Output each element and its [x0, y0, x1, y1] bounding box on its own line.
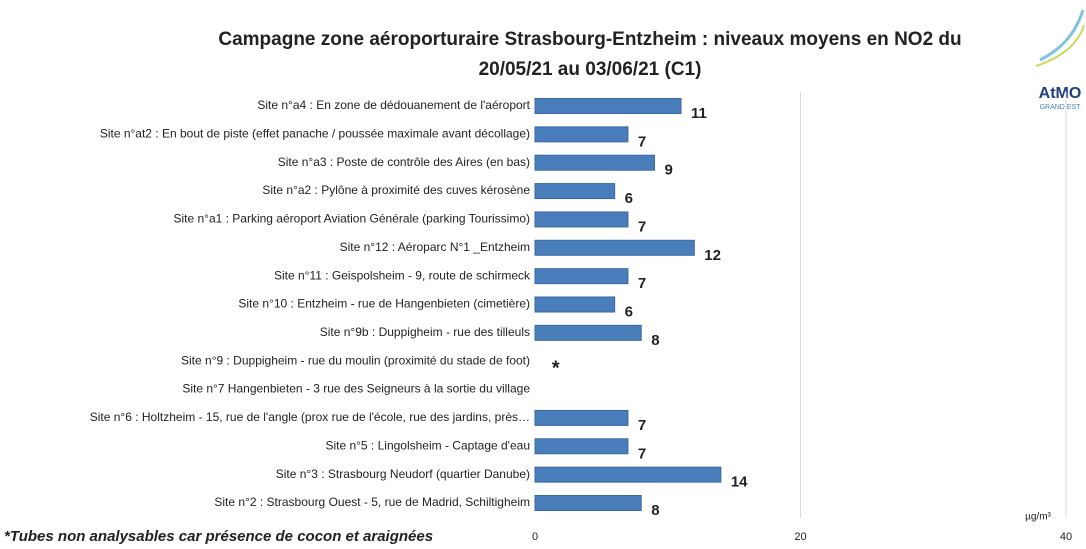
y-tick-label: Site n°10 : Entzheim - rue de Hangenbiet… — [238, 297, 530, 311]
bar — [534, 268, 629, 285]
data-label: 11 — [691, 105, 707, 122]
chart-subtitle: 20/05/21 au 03/06/21 (C1) — [479, 59, 702, 80]
bar — [534, 239, 695, 256]
y-tick-label: Site n°9 : Duppigheim - rue du moulin (p… — [181, 353, 530, 367]
data-label: 7 — [638, 417, 646, 434]
data-label: 12 — [704, 247, 721, 264]
bar — [534, 98, 682, 114]
data-label: * — [551, 357, 560, 379]
bar — [534, 495, 642, 511]
y-tick-label: Site n°a3 : Poste de contrôle des Aires … — [278, 155, 530, 169]
y-tick-label: Site n°12 : Aéroparc N°1 _Entzheim — [340, 240, 530, 254]
data-label: 7 — [638, 133, 646, 150]
data-label: 8 — [651, 332, 659, 349]
bar — [534, 324, 642, 341]
y-tick-label: Site n°a4 : En zone de dédouanement de l… — [257, 98, 530, 112]
data-label: 6 — [625, 190, 633, 207]
unit-label: µg/m³ — [1025, 512, 1051, 523]
data-label: 14 — [731, 474, 748, 491]
y-tick-label: Site n°9b : Duppigheim - rue des tilleul… — [320, 325, 530, 339]
data-label: 9 — [664, 162, 672, 179]
bar — [534, 296, 616, 313]
x-tick-label: 20 — [794, 531, 806, 543]
logo-swoosh — [1035, 24, 1085, 67]
bar — [534, 126, 629, 143]
y-tick-label: Site n°5 : Lingolsheim - Captage d'eau — [325, 438, 530, 452]
data-label: 6 — [625, 303, 633, 320]
y-tick-label: Site n°3 : Strasbourg Neudorf (quartier … — [276, 467, 530, 481]
y-tick-label: Site n°at2 : En bout de piste (effet pan… — [100, 127, 530, 141]
y-tick-label: Site n°6 : Holtzheim - 15, rue de l'angl… — [90, 410, 530, 424]
data-label: 7 — [638, 445, 646, 462]
bar — [534, 183, 616, 200]
data-label: 7 — [638, 275, 646, 292]
x-tick-label: 40 — [1060, 531, 1072, 543]
logo-name: AtMO — [1039, 85, 1082, 102]
y-tick-label: Site n°a2 : Pylône à proximité des cuves… — [262, 183, 530, 197]
y-tick-label: Site n°7 Hangenbieten - 3 rue des Seigne… — [182, 382, 530, 396]
y-tick-label: Site n°11 : Geispolsheim - 9, route de s… — [274, 268, 531, 282]
data-label: 7 — [638, 218, 646, 235]
bar — [534, 438, 629, 455]
y-tick-label: Site n°2 : Strasbourg Ouest - 5, rue de … — [214, 495, 530, 509]
y-tick-label: Site n°a1 : Parking aéroport Aviation Gé… — [173, 212, 530, 226]
bar — [534, 154, 655, 171]
x-tick-label: 0 — [532, 531, 538, 543]
logo-region: GRAND EST — [1040, 104, 1082, 111]
chart-title: Campagne zone aéroporturaire Strasbourg-… — [218, 29, 961, 50]
bar — [534, 409, 629, 426]
logo-swoosh — [1039, 9, 1085, 62]
bar — [534, 211, 629, 228]
footnote: *Tubes non analysables car présence de c… — [4, 528, 433, 545]
data-label: 8 — [651, 502, 659, 519]
bar — [534, 466, 722, 483]
